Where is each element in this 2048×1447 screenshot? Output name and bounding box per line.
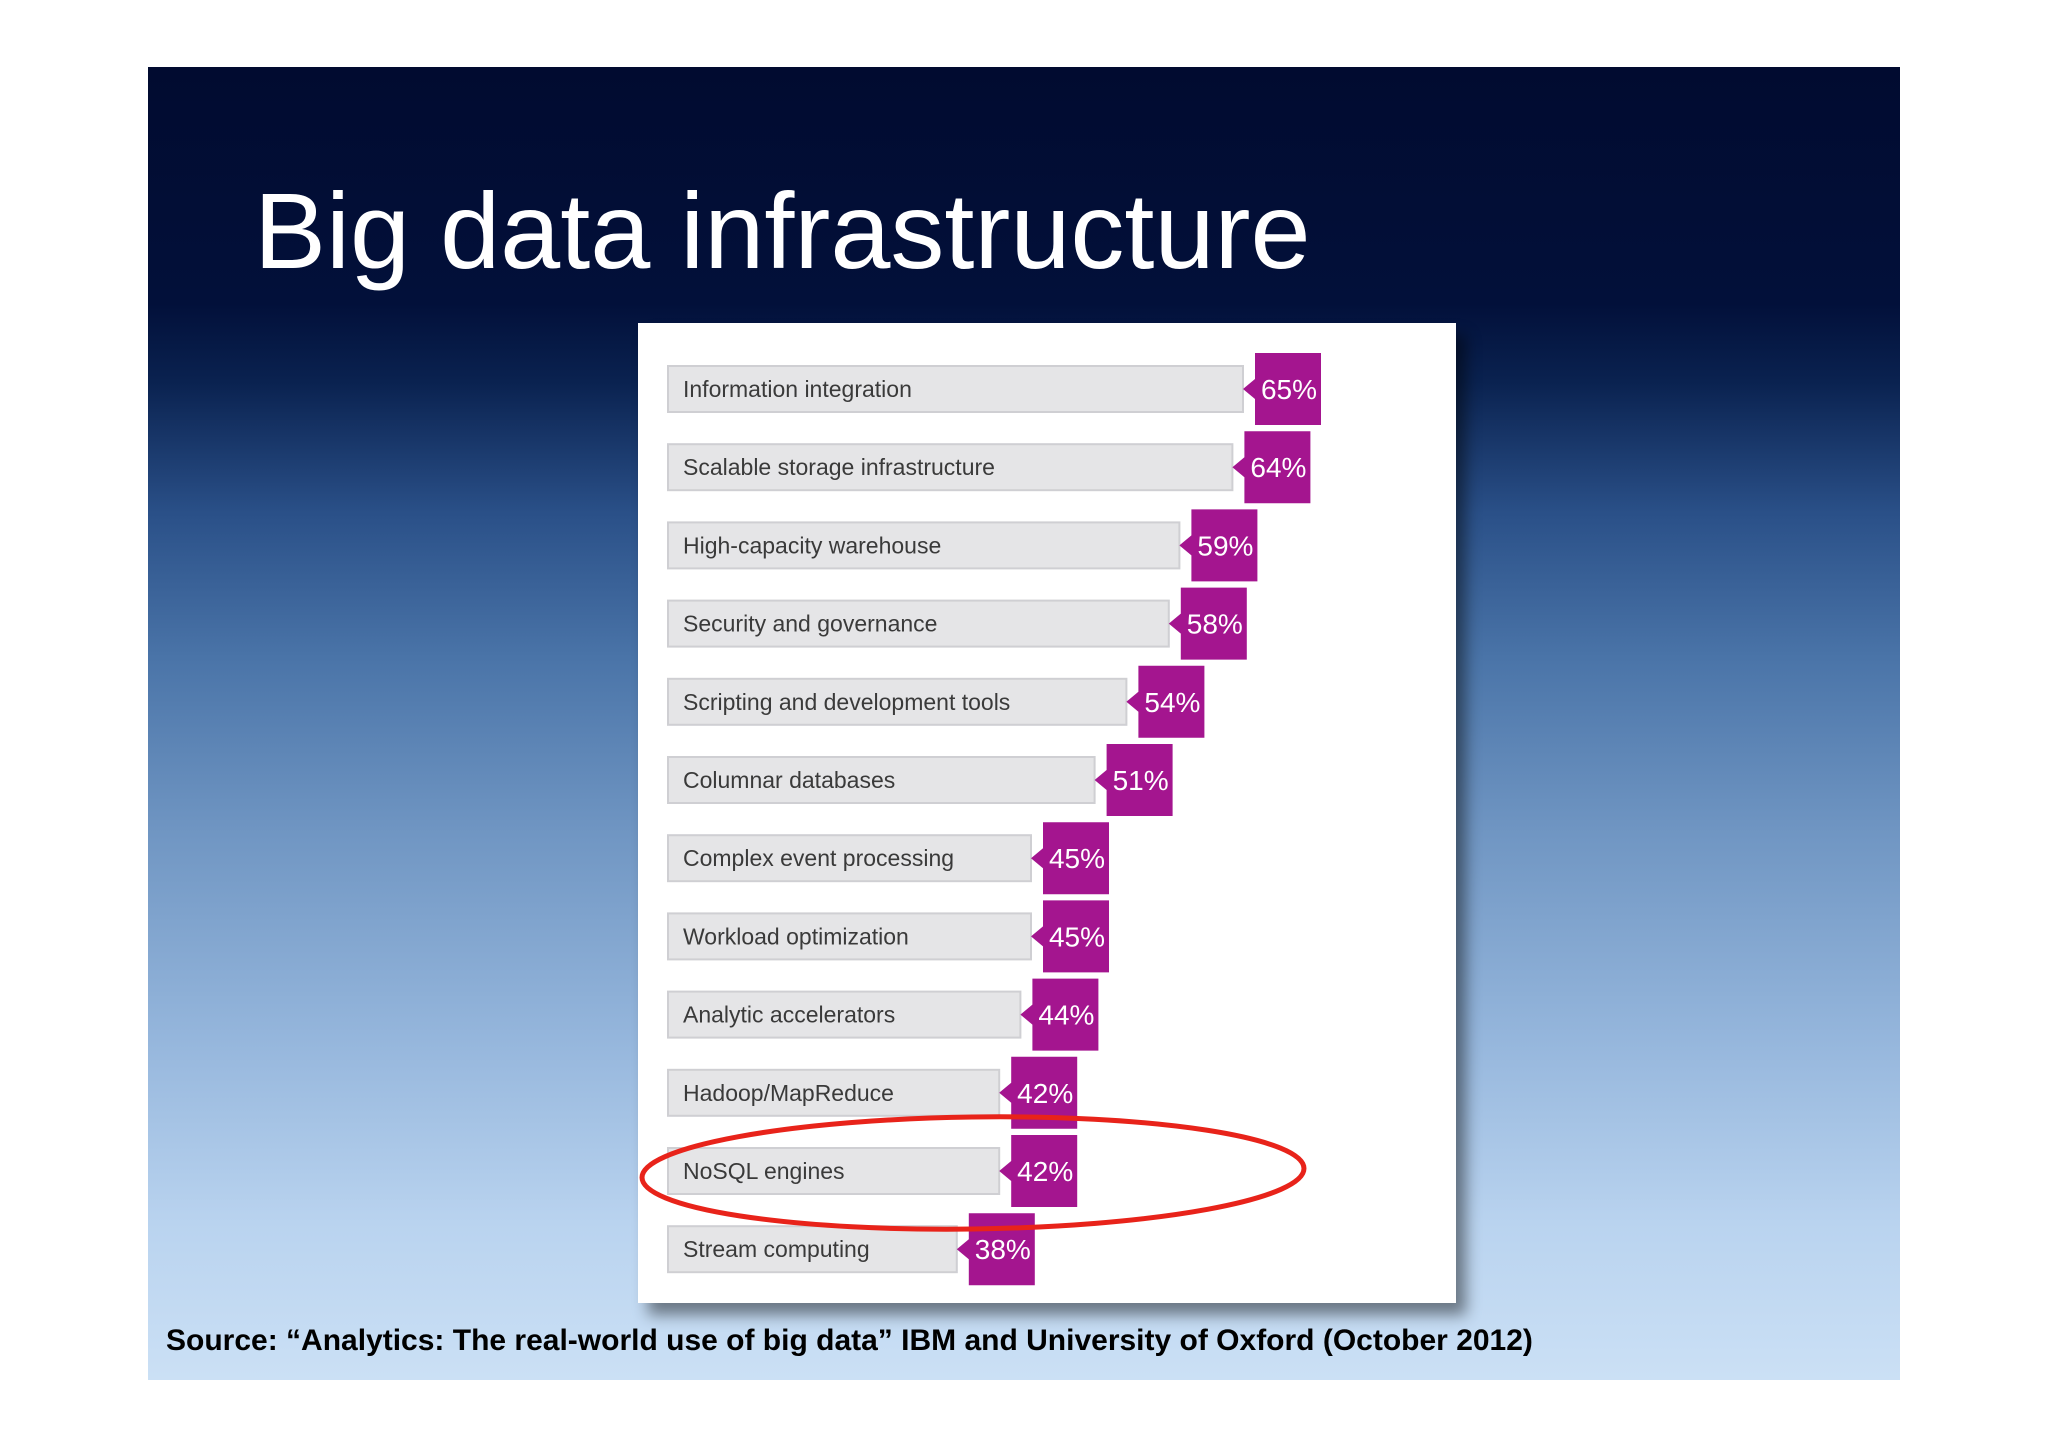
value-label-3: 59% (1197, 530, 1253, 561)
bar-10 (667, 1068, 1001, 1117)
value-label-11: 42% (1017, 1156, 1073, 1187)
value-label-9: 44% (1038, 1000, 1094, 1031)
bar-label-2: Scalable storage infrastructure (683, 454, 995, 480)
value-label-8: 45% (1049, 921, 1105, 952)
bar-7 (667, 834, 1032, 883)
value-label-4: 58% (1187, 609, 1243, 640)
bar-5 (667, 677, 1128, 726)
value-tag-8 (1031, 900, 1109, 973)
value-tag-11 (999, 1135, 1078, 1207)
bar-6 (667, 756, 1096, 804)
bar-label-7: Complex event processing (683, 845, 954, 871)
value-label-2: 64% (1250, 452, 1306, 483)
bar-label-5: Scripting and development tools (683, 689, 1010, 715)
source-citation: Source: “Analytics: The real-world use o… (166, 1324, 1533, 1357)
bar-label-3: High-capacity warehouse (683, 532, 941, 558)
value-label-1: 65% (1261, 374, 1317, 405)
value-tag-2 (1232, 431, 1311, 504)
value-tag-7 (1031, 822, 1109, 895)
bar-11 (667, 1147, 1001, 1195)
bar-label-4: Security and governance (683, 611, 937, 637)
value-label-7: 45% (1049, 843, 1105, 874)
value-tag-5 (1126, 665, 1205, 738)
bar-label-10: Hadoop/MapReduce (683, 1080, 894, 1106)
value-label-10: 42% (1017, 1078, 1073, 1109)
bar-label-12: Stream computing (683, 1236, 870, 1262)
bar-chart: Information integration 65% Scalable stora… (639, 353, 1321, 1286)
value-tag-4 (1168, 587, 1247, 660)
highlight-ring (639, 1114, 1307, 1232)
bar-label-11: NoSQL engines (683, 1158, 845, 1184)
bar-8 (667, 912, 1032, 961)
slide: Big data infrastructure Information inte… (148, 67, 1900, 1380)
value-label-6: 51% (1113, 765, 1169, 796)
bar-3 (667, 521, 1181, 570)
bar-label-6: Columnar databases (683, 767, 895, 793)
value-tag-3 (1179, 509, 1258, 582)
value-label-12: 38% (975, 1234, 1031, 1265)
chart-panel: Information integration 65% Scalable stora… (638, 323, 1456, 1303)
bar-1 (667, 365, 1244, 413)
value-tag-6 (1094, 744, 1173, 816)
value-tag-10 (999, 1056, 1078, 1129)
bar-label-8: Workload optimization (683, 923, 909, 949)
bar-9 (667, 990, 1022, 1039)
bar-2 (667, 443, 1234, 492)
value-tag-9 (1020, 978, 1099, 1051)
value-tag-1 (1243, 353, 1321, 425)
bar-label-9: Analytic accelerators (683, 1002, 895, 1028)
bar-label-1: Information integration (683, 376, 912, 402)
value-label-5: 54% (1144, 687, 1200, 718)
slide-title: Big data infrastructure (254, 170, 1311, 291)
bar-12 (667, 1225, 958, 1274)
